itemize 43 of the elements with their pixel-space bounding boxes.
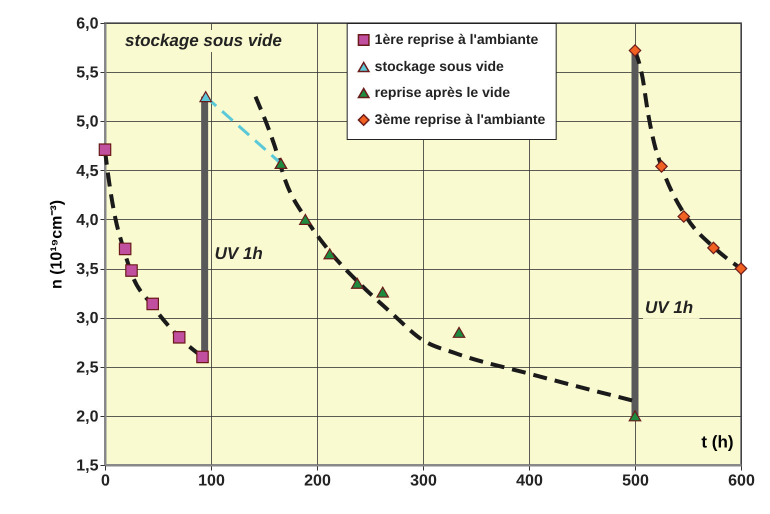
point (196, 350, 209, 364)
x-tick-label: 100 (198, 472, 225, 490)
annotation: UV 1h (645, 298, 694, 317)
y-axis-title: n (10¹⁹cm⁻³) (48, 200, 66, 290)
legend-label: 1ère reprise à l'ambiante (374, 31, 539, 47)
y-tick-label: 2,5 (76, 359, 99, 376)
point (734, 262, 748, 275)
point (299, 214, 312, 225)
point (323, 248, 336, 260)
x-axis-title: t (h) (701, 432, 734, 452)
point (655, 160, 668, 173)
point (125, 264, 138, 277)
point (376, 286, 390, 298)
x-tick-label: 600 (728, 472, 755, 490)
y-tick-label: 5,5 (76, 64, 99, 82)
point (350, 278, 364, 289)
point (452, 326, 466, 338)
x-tick-label: 300 (410, 472, 437, 490)
annotation: UV 1h (214, 244, 263, 263)
point (707, 242, 720, 254)
annotation: stockage sous vide (125, 31, 282, 50)
y-tick-label: 4,5 (76, 162, 99, 180)
y-tick-label: 5,0 (76, 114, 99, 131)
point (628, 410, 642, 422)
x-tick-label: 400 (516, 472, 543, 490)
legend-label: stockage sous vide (374, 58, 504, 74)
point (628, 44, 642, 57)
y-tick-label: 3,0 (76, 310, 99, 328)
y-tick-label: 4,0 (76, 212, 99, 229)
legend-label: reprise après le vide (374, 84, 510, 100)
y-tick-label: 6,0 (76, 16, 99, 32)
point (118, 242, 132, 256)
y-tick-label: 3,5 (76, 261, 99, 278)
x-tick-label: 0 (101, 472, 110, 490)
point (98, 143, 112, 156)
point (146, 298, 159, 310)
point (172, 331, 186, 344)
x-tick-label: 200 (304, 472, 331, 490)
point (677, 210, 690, 223)
y-tick-label: 2,0 (76, 408, 99, 426)
legend-label: 3ème reprise à l'ambiante (374, 111, 546, 127)
y-tick-label: 1,5 (76, 458, 99, 474)
x-tick-label: 500 (622, 472, 649, 490)
